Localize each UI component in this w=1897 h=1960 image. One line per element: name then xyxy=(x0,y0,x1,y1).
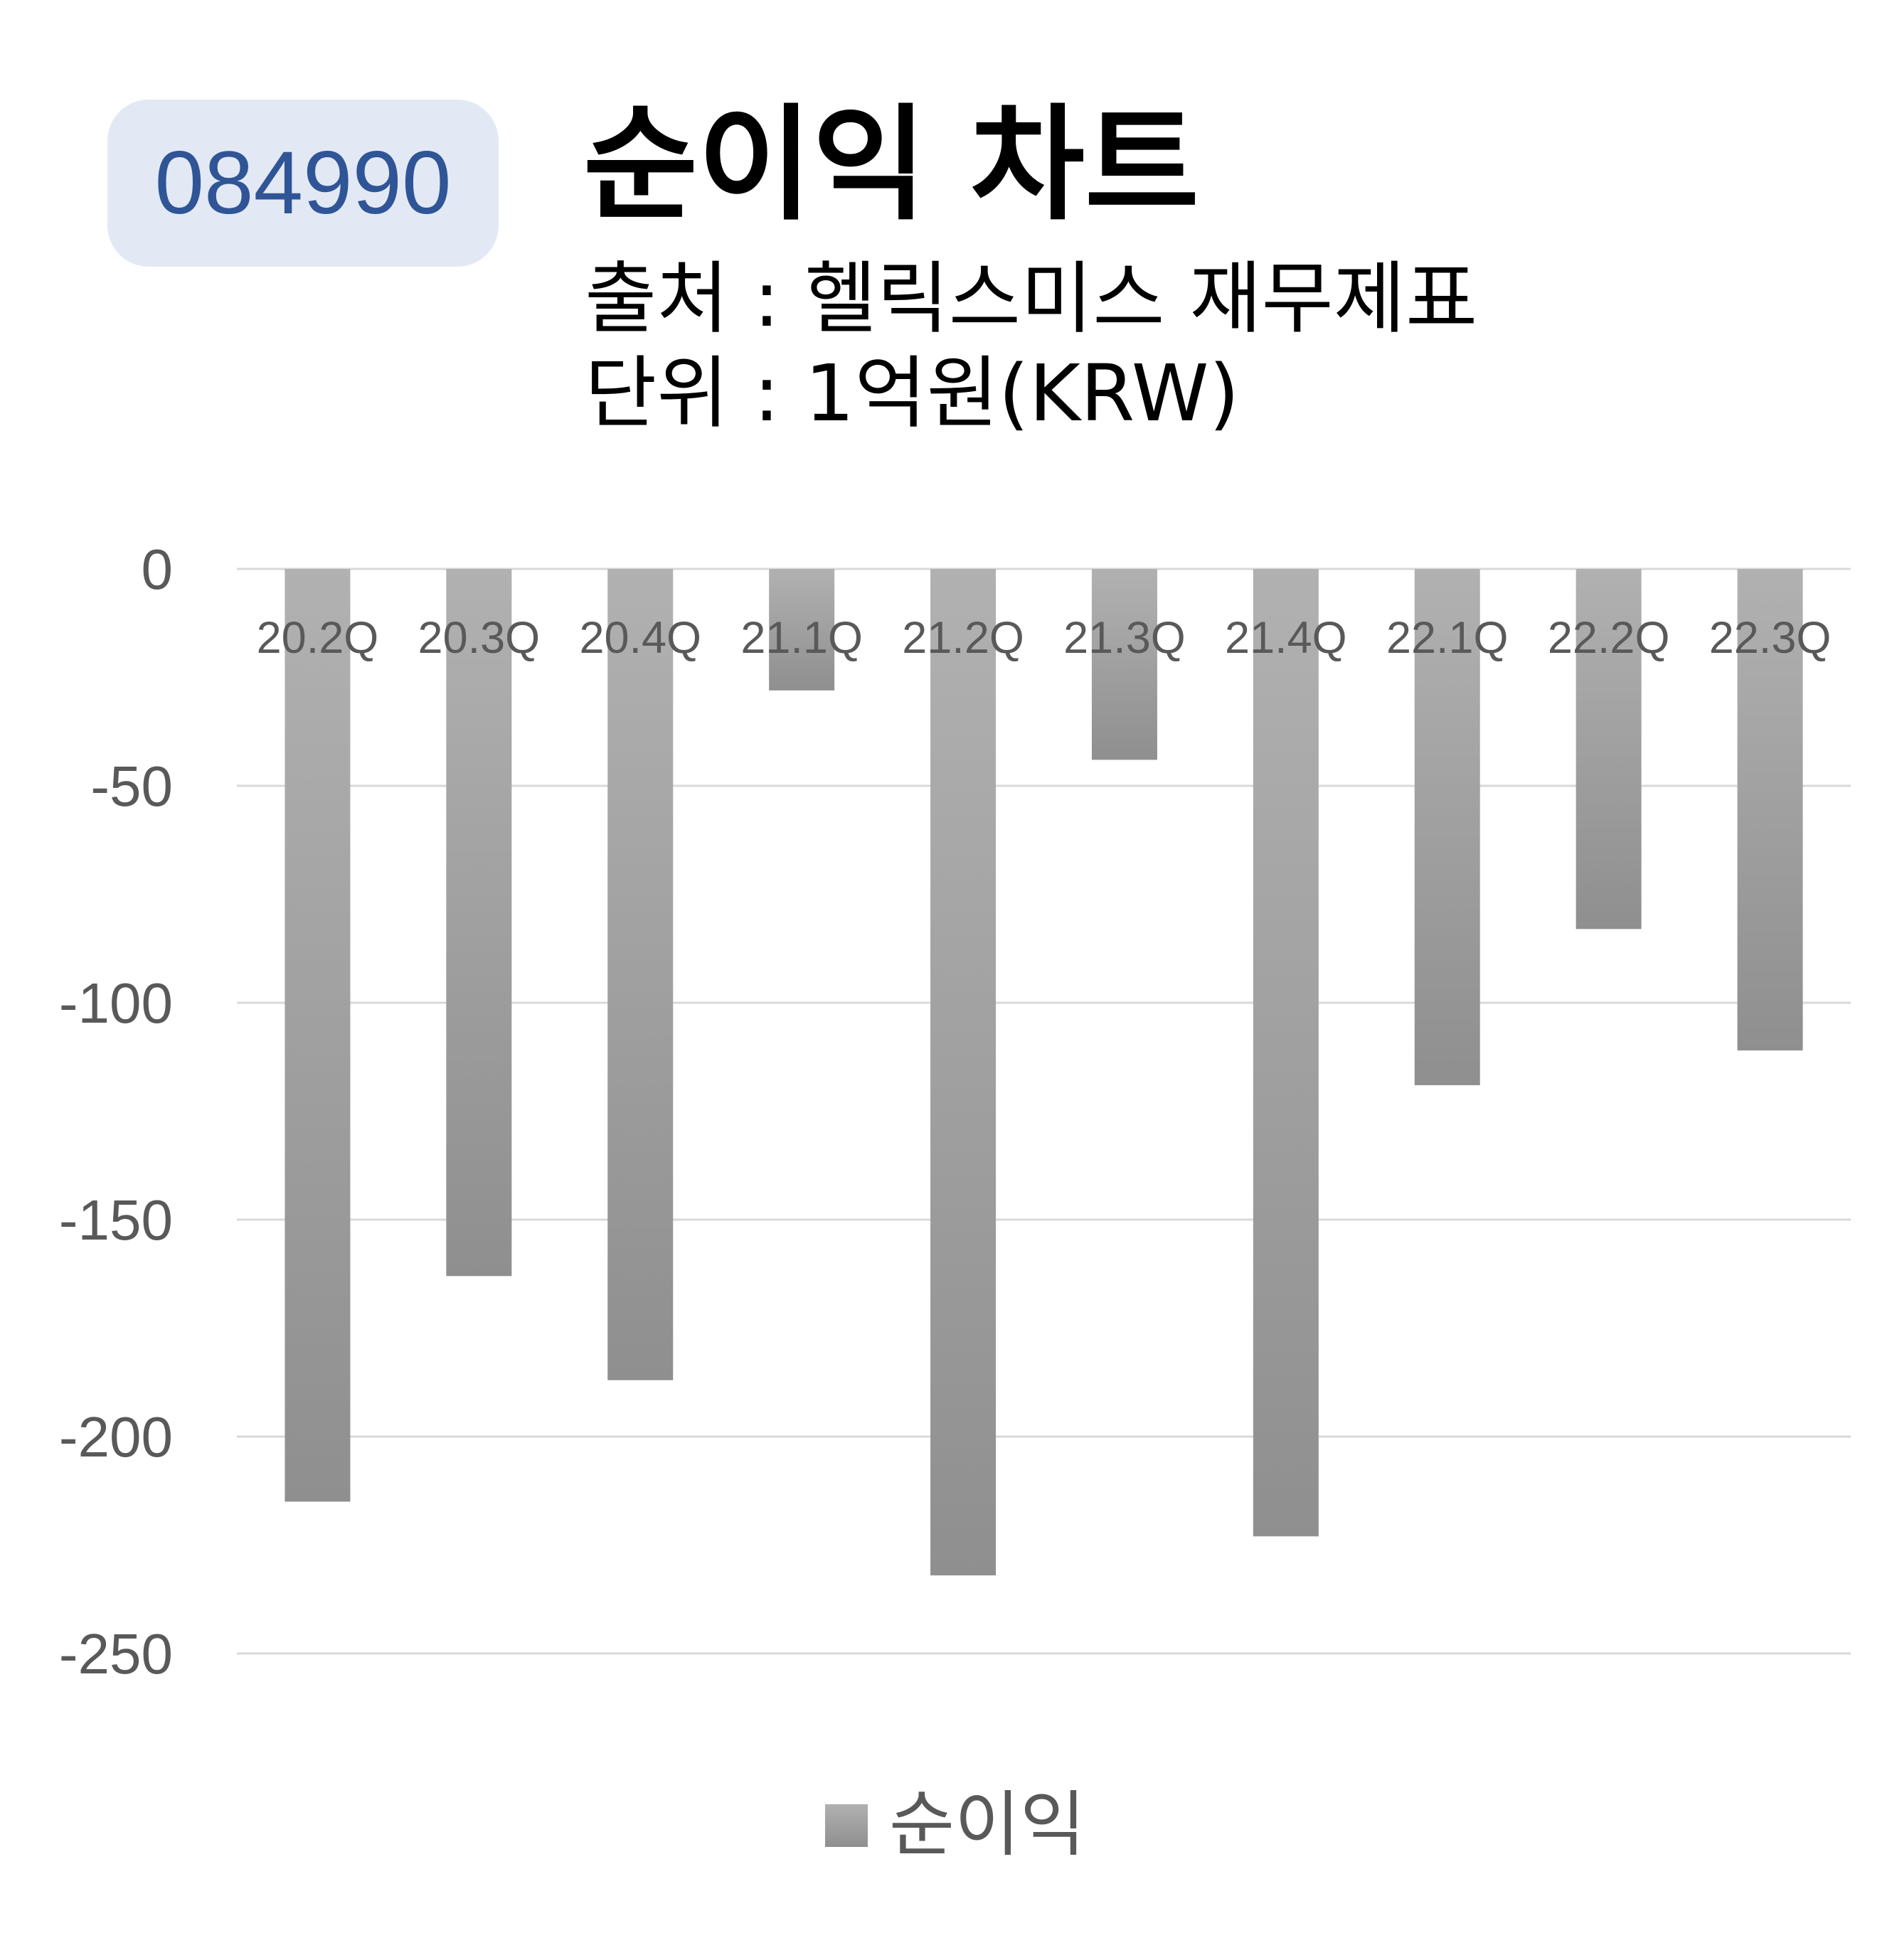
bar xyxy=(446,569,512,1277)
bar xyxy=(1575,569,1642,930)
y-tick-label: -200 xyxy=(59,1405,173,1469)
bar xyxy=(607,569,674,1380)
category-label: 22.3Q xyxy=(1709,613,1832,663)
bars xyxy=(285,569,1803,1576)
category-label: 22.2Q xyxy=(1548,613,1670,663)
stock-code: 084990 xyxy=(154,134,452,233)
category-label: 20.4Q xyxy=(579,613,701,663)
y-tick-label: -150 xyxy=(59,1188,173,1252)
stock-code-badge: 084990 xyxy=(107,100,499,267)
bar xyxy=(769,569,835,691)
category-label: 21.1Q xyxy=(740,613,863,663)
legend: 순이익 xyxy=(825,1783,1085,1866)
category-label: 20.2Q xyxy=(257,613,379,663)
category-label: 21.3Q xyxy=(1063,613,1186,663)
legend-label: 순이익 xyxy=(889,1783,1085,1866)
category-label: 21.2Q xyxy=(902,613,1024,663)
bar xyxy=(1091,569,1157,760)
category-labels: 20.2Q 20.3Q 20.4Q 21.1Q 21.2Q 21.3Q 21.4Q 22.1Q… xyxy=(257,613,1832,663)
y-tick-label: 0 xyxy=(142,538,174,601)
category-label: 22.1Q xyxy=(1386,613,1509,663)
bar xyxy=(1737,569,1803,1051)
bar xyxy=(1253,569,1319,1537)
y-tick-label: -50 xyxy=(90,755,173,818)
unit-label: 단위 : 1억원(KRW) xyxy=(585,348,1240,439)
bar xyxy=(930,569,997,1576)
source-label: 출처 : 헬릭스미스 재무제표 xyxy=(585,253,1478,344)
legend-swatch xyxy=(825,1804,868,1847)
bar xyxy=(1414,569,1480,1085)
y-tick-label: -100 xyxy=(59,971,173,1035)
category-label: 21.4Q xyxy=(1225,613,1347,663)
category-label: 20.3Q xyxy=(418,613,541,663)
y-axis: 0 -50 -100 -150 -200 -250 xyxy=(59,538,173,1685)
y-tick-label: -250 xyxy=(59,1622,173,1685)
bar xyxy=(285,569,351,1502)
chart-title: 순이익 차트 xyxy=(583,93,1199,238)
